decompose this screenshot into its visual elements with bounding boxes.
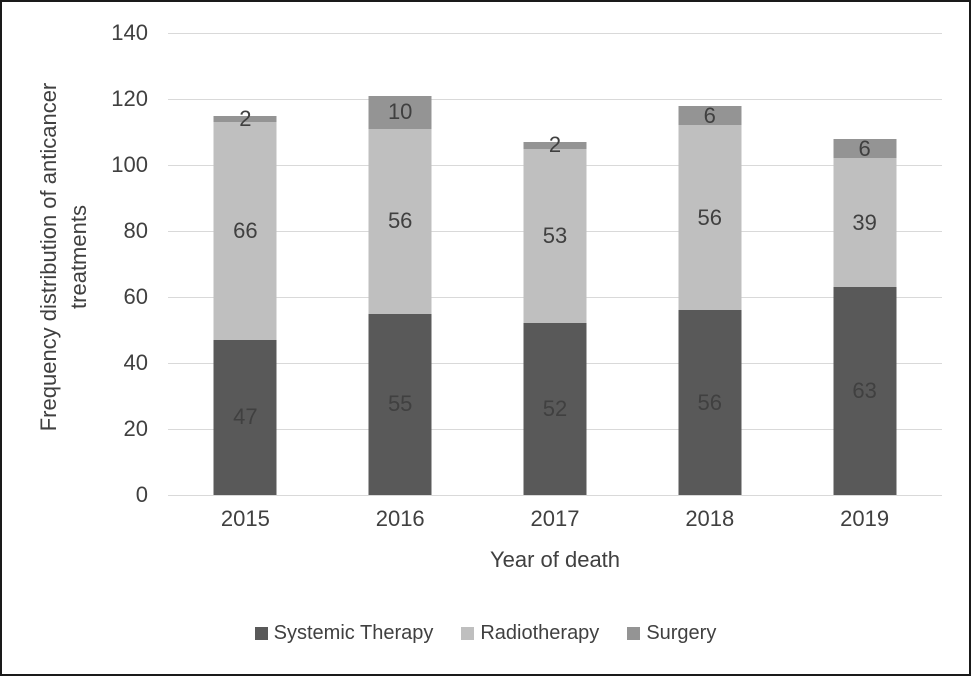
legend-swatch-icon	[254, 627, 268, 640]
bar-segment-systemic-therapy-2016: 55	[368, 313, 432, 495]
data-label: 2	[239, 105, 252, 131]
data-label: 47	[233, 404, 258, 430]
y-axis-tick-label: 140	[111, 20, 148, 45]
bar-segment-surgery-2017: 2	[523, 134, 587, 156]
gridline	[168, 494, 942, 496]
data-label: 52	[542, 396, 568, 422]
x-axis-tick-label: 2016	[375, 506, 425, 531]
legend-item-systemic-therapy: Systemic Therapy	[254, 622, 434, 645]
bar-group-2017: 52 53 2	[478, 33, 633, 495]
bar-group-2019: 63 39 6	[787, 33, 942, 495]
y-axis-tick-label: 120	[111, 86, 148, 111]
bar-segment-surgery-2019: 6	[833, 135, 897, 161]
data-label: 56	[697, 204, 723, 230]
bar-group-2018: 56 56 6	[632, 33, 787, 495]
data-label: 2	[548, 132, 562, 158]
legend-label: Systemic Therapy	[273, 622, 434, 644]
data-label: 56	[387, 208, 413, 234]
data-label: 6	[703, 102, 716, 128]
x-axis-tick-label: 2018	[685, 506, 735, 531]
bar-segment-radiotherapy-2017: 53	[523, 148, 587, 324]
y-axis-title-line-1: Frequency distribution of anticancer	[36, 82, 61, 432]
data-label: 39	[852, 209, 877, 235]
bar-segment-surgery-2016: 10	[368, 95, 432, 129]
bar-segment-radiotherapy-2019: 39	[833, 158, 897, 288]
data-label: 66	[233, 218, 258, 243]
y-axis-tick-label: 60	[123, 284, 148, 309]
y-axis-title-line-2: treatments	[66, 205, 91, 309]
legend-label: Radiotherapy	[480, 622, 600, 644]
gridline	[168, 32, 942, 34]
bar-segment-surgery-2015: 2	[213, 107, 277, 129]
bar-segment-radiotherapy-2016: 56	[368, 128, 432, 314]
legend: Systemic Therapy Radiotherapy Surgery	[2, 622, 969, 645]
legend-item-radiotherapy: Radiotherapy	[461, 622, 599, 645]
y-axis-title: Frequency distribution of anticancer tre…	[34, 83, 94, 432]
bar-segment-surgery-2018: 6	[678, 102, 742, 128]
data-label: 63	[852, 378, 877, 404]
y-axis-tick-label: 0	[135, 482, 148, 507]
bar-segment-systemic-therapy-2015: 47	[213, 339, 277, 495]
y-axis-tick-label: 40	[123, 350, 148, 375]
bar-segment-radiotherapy-2018: 56	[678, 125, 742, 311]
bar-segment-radiotherapy-2015: 66	[213, 122, 277, 340]
legend-label: Surgery	[646, 622, 717, 644]
plot-area: 47 66 2 55 56 10 52 53 2 56 56 6 63 39 6	[168, 32, 942, 496]
bar-group-2016: 55 56 10	[323, 33, 478, 495]
x-axis-title: Year of death	[489, 547, 621, 572]
bar-segment-systemic-therapy-2017: 52	[523, 323, 587, 495]
x-axis-tick-label: 2019	[840, 506, 890, 531]
legend-swatch-icon	[627, 627, 641, 640]
legend-swatch-icon	[461, 627, 475, 640]
bar-segment-systemic-therapy-2018: 56	[678, 310, 742, 495]
bar-segment-systemic-therapy-2019: 63	[833, 287, 897, 495]
y-axis-tick-label: 100	[111, 152, 148, 177]
data-label: 55	[387, 391, 413, 417]
legend-item-surgery: Surgery	[627, 622, 716, 645]
x-axis-tick-label: 2017	[530, 506, 580, 531]
gridline	[168, 98, 942, 100]
data-label: 10	[387, 99, 413, 125]
data-label: 6	[858, 135, 871, 161]
x-axis-tick-label: 2015	[220, 506, 270, 531]
y-axis-tick-label: 20	[123, 416, 148, 441]
y-axis-tick-label: 80	[123, 218, 148, 243]
data-label: 56	[697, 389, 723, 415]
data-label: 53	[542, 222, 568, 248]
bar-group-2015: 47 66 2	[168, 33, 323, 495]
